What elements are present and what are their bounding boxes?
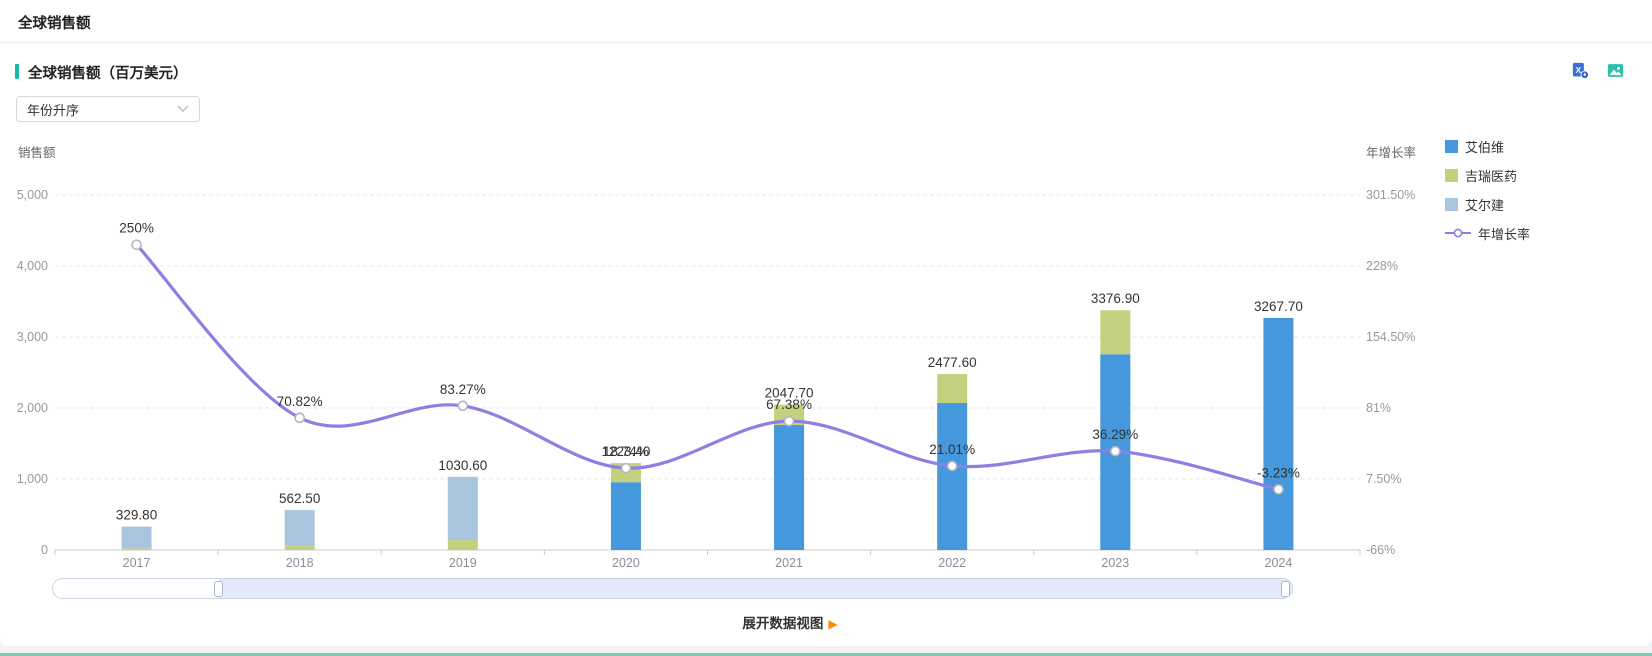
expand-arrow-icon: ▶ bbox=[828, 617, 838, 631]
chevron-down-icon bbox=[177, 105, 189, 112]
line-marker[interactable] bbox=[1110, 445, 1121, 457]
left-axis-tick-label: 3,000 bbox=[17, 330, 48, 344]
legend-label: 艾尔建 bbox=[1465, 197, 1505, 213]
legend-item-艾伯维[interactable]: 艾伯维 bbox=[1445, 139, 1530, 155]
line-marker[interactable] bbox=[620, 462, 632, 474]
legend-label: 艾伯维 bbox=[1465, 139, 1505, 155]
line-point-label: 83.27% bbox=[440, 382, 486, 397]
x-axis-label: 2022 bbox=[938, 556, 966, 570]
bar-segment-吉瑞医药[interactable] bbox=[447, 540, 478, 550]
expand-data-view-button[interactable]: 展开数据视图 ▶ bbox=[0, 612, 1580, 632]
bar-segment-吉瑞医药[interactable] bbox=[1100, 310, 1131, 355]
bar-segment-艾伯维[interactable] bbox=[1263, 317, 1294, 550]
chart-legend: 艾伯维吉瑞医药艾尔建年增长率 bbox=[1445, 139, 1531, 242]
x-axis-label: 2018 bbox=[286, 556, 314, 570]
left-axis-tick-label: 0 bbox=[41, 543, 48, 557]
right-axis-tick-label: 228% bbox=[1366, 259, 1398, 273]
x-axis-label: 2019 bbox=[449, 556, 477, 570]
bar-total-label: 3267.70 bbox=[1254, 299, 1303, 314]
bar-total-label: 2477.60 bbox=[928, 355, 977, 370]
legend-swatch bbox=[1445, 139, 1458, 153]
line-marker[interactable] bbox=[783, 415, 795, 427]
line-point-label: 18.74% bbox=[603, 444, 649, 459]
line-marker[interactable] bbox=[1273, 484, 1284, 495]
svg-text:X: X bbox=[1576, 65, 1582, 75]
datazoom-right-handle[interactable] bbox=[1281, 581, 1290, 597]
bar-segment-吉瑞医药[interactable] bbox=[937, 374, 968, 404]
bar-segment-艾尔建[interactable] bbox=[284, 510, 315, 546]
card-header: 全球销售额 bbox=[0, 0, 1652, 43]
x-axis-label: 2017 bbox=[123, 556, 151, 570]
sort-dropdown[interactable]: 年份升序 bbox=[16, 96, 200, 122]
bar-segment-艾尔建[interactable] bbox=[447, 476, 478, 541]
bar-segment-吉瑞医药[interactable] bbox=[121, 548, 152, 550]
datazoom-left-handle[interactable] bbox=[214, 581, 223, 597]
left-axis-tick-label: 1,000 bbox=[17, 472, 48, 486]
bar-total-label: 1223.40 bbox=[602, 444, 651, 459]
line-point-label: 250% bbox=[119, 221, 154, 236]
save-image-icon[interactable] bbox=[1607, 62, 1624, 79]
bottom-accent-strip bbox=[0, 653, 1652, 656]
excel-export-icon[interactable]: X bbox=[1572, 62, 1589, 79]
left-axis-tick-label: 4,000 bbox=[17, 259, 48, 273]
bar-total-label: 2047.70 bbox=[765, 386, 814, 401]
bar-total-label: 329.80 bbox=[116, 508, 157, 523]
legend-label: 吉瑞医药 bbox=[1465, 168, 1518, 184]
right-axis-tick-label: -66% bbox=[1366, 543, 1395, 557]
line-marker[interactable] bbox=[294, 412, 305, 424]
line-point-label: -3.23% bbox=[1257, 465, 1300, 480]
x-axis-label: 2020 bbox=[612, 556, 640, 570]
sales-chart-svg: 销售额 年增长率 0 1,000 2,000 3,000 4,000 5,000 -66% 7.5… bbox=[17, 145, 1416, 570]
chart-toolbar: X bbox=[1572, 62, 1624, 82]
x-axis-label: 2023 bbox=[1101, 556, 1129, 570]
bar-total-label: 1030.60 bbox=[438, 458, 487, 473]
legend-swatch bbox=[1445, 197, 1458, 211]
bar-segment-艾尔建[interactable] bbox=[121, 526, 152, 549]
panel-title-row: 全球销售额（百万美元） X bbox=[0, 62, 1652, 84]
right-axis-tick-label: 81% bbox=[1366, 401, 1391, 415]
expand-data-view-label: 展开数据视图 bbox=[742, 616, 824, 631]
bar-total-label: 3376.90 bbox=[1091, 291, 1140, 306]
bar-segment-艾伯维[interactable] bbox=[937, 403, 968, 550]
right-axis-tick-label: 7.50% bbox=[1366, 472, 1401, 486]
legend-item-艾尔建[interactable]: 艾尔建 bbox=[1445, 197, 1530, 213]
legend-item-年增长率[interactable]: 年增长率 bbox=[1445, 226, 1531, 242]
datazoom-slider[interactable] bbox=[52, 578, 1293, 599]
line-point-label: 36.29% bbox=[1092, 427, 1138, 442]
x-axis-label: 2021 bbox=[775, 556, 803, 570]
line-point-label: 21.01% bbox=[929, 442, 975, 457]
bar-segment-艾伯维[interactable] bbox=[610, 482, 641, 550]
legend-line-marker bbox=[1445, 228, 1471, 238]
line-point-label: 70.82% bbox=[277, 394, 323, 409]
line-marker[interactable] bbox=[946, 460, 958, 472]
left-axis-tick-label: 5,000 bbox=[17, 188, 48, 202]
legend-label: 年增长率 bbox=[1478, 226, 1531, 242]
legend-swatch bbox=[1445, 168, 1458, 182]
left-axis-title: 销售额 bbox=[18, 145, 56, 160]
bar-total-label: 562.50 bbox=[279, 491, 320, 506]
sales-chart: 销售额 年增长率 0 1,000 2,000 3,000 4,000 5,000 -66% 7.5… bbox=[0, 130, 1652, 575]
right-axis-title: 年增长率 bbox=[1366, 145, 1416, 160]
x-axis-label: 2024 bbox=[1265, 556, 1293, 570]
line-point-label: 67.38% bbox=[766, 397, 812, 412]
right-axis-tick-label: 154.50% bbox=[1366, 330, 1415, 344]
bar-segment-艾伯维[interactable] bbox=[774, 425, 805, 550]
page-title: 全球销售额 bbox=[18, 16, 91, 32]
line-marker[interactable] bbox=[457, 400, 469, 412]
sort-dropdown-value: 年份升序 bbox=[27, 102, 80, 118]
legend-item-吉瑞医药[interactable]: 吉瑞医药 bbox=[1445, 168, 1530, 184]
title-accent-bar bbox=[15, 64, 19, 79]
panel-title: 全球销售额（百万美元） bbox=[28, 66, 188, 82]
line-marker[interactable] bbox=[131, 239, 142, 251]
right-axis-tick-label: 301.50% bbox=[1366, 188, 1415, 202]
left-axis-tick-label: 2,000 bbox=[17, 401, 48, 415]
bar-segment-吉瑞医药[interactable] bbox=[284, 545, 315, 550]
datazoom-selected-region[interactable] bbox=[219, 579, 1292, 598]
